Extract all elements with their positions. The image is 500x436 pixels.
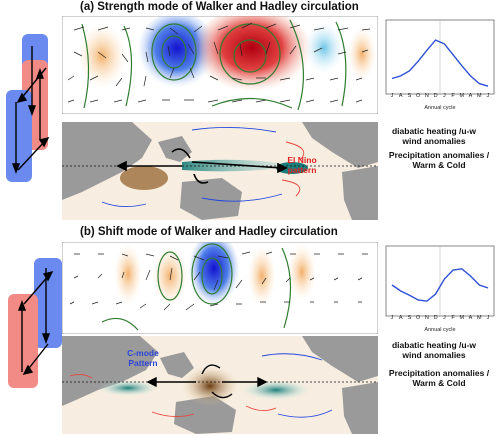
panel_b-month-tick: M [477,315,482,321]
americas-landmass [302,336,378,382]
panel_a-month-tick: J [443,93,446,99]
panel_a-month-tick: O [416,93,421,99]
panel_b-month-tick: O [416,315,421,321]
arrow-diagonal-top [19,67,47,101]
asia-landmass [62,122,152,200]
panel-a-precip-map [62,122,378,220]
panel-a-annual-cycle-label: Annual cycle [424,105,455,111]
panel_b-month-tick: F [451,315,455,321]
panel_a-month-tick: D [434,93,438,99]
panel-a-heating-section [62,16,378,114]
panel_a-month-tick: A [399,93,403,99]
panel-b-precip-label: Precipitation anomalies / Warm & Cold [388,368,490,388]
arrow-diagonal [17,139,47,171]
panel_b-month-tick: M [460,315,465,321]
panel-a-pattern-tag: El Nino pattern [287,155,317,175]
panel-a-precip-label: Precipitation anomalies / Warm & Cold [388,150,490,170]
panel_a-month-tick: J [391,93,394,99]
panel-a-heating-label: diabatic heating /u-w wind anomalies [391,126,477,146]
panel_b-month-tick: A [469,315,473,321]
panel_b-month-tick: N [425,315,429,321]
blue-cell-lower [6,90,32,182]
wind-vectors [67,22,371,103]
australia-landmass [180,178,242,220]
blue-cell [34,258,62,348]
asia-landmass [62,336,158,406]
panel-b-pattern-tag: C-mode Pattern [127,348,159,368]
panel-b-heating-section [62,242,378,334]
panel_a-month-tick: S [408,93,412,99]
panel-b-annual-cycle-line [391,268,489,302]
walker-arrows [146,364,268,399]
panel-a-circulation-schematic [6,34,50,182]
panel-b-precip-map [62,336,378,434]
americas-landmass [302,122,378,168]
australia-landmass [174,396,236,434]
panel_a-month-tick: A [469,93,473,99]
panel-b-annual-cycle-label: Annual cycle [424,327,455,333]
panel_a-month-tick: J [487,93,490,99]
panel_a-month-tick: M [460,93,465,99]
panel_b-month-tick: J [443,315,446,321]
panel-a-annual-cycle-line [391,39,489,87]
panel-b-circulation-schematic [8,258,62,388]
panel_b-month-tick: J [391,315,394,321]
panel-b-title: (b) Shift mode of Walker and Hadley circ… [80,226,338,238]
panel_b-month-tick: J [487,315,490,321]
panel_b-month-tick: D [434,315,438,321]
arrow-diagonal-top [23,273,51,305]
panel_a-month-tick: M [477,93,482,99]
panel_a-month-tick: N [425,93,429,99]
panel_b-month-tick: S [408,315,412,321]
red-cell [8,294,38,388]
walker-arrows [116,148,288,184]
wind-vectors [69,251,368,311]
panel-a-title: (a) Strength mode of Walker and Hadley c… [80,1,359,13]
panel_b-month-tick: A [399,315,403,321]
panel_a-month-tick: F [451,93,455,99]
panel-b-heating-label: diabatic heating /u-w wind anomalies [391,340,477,360]
